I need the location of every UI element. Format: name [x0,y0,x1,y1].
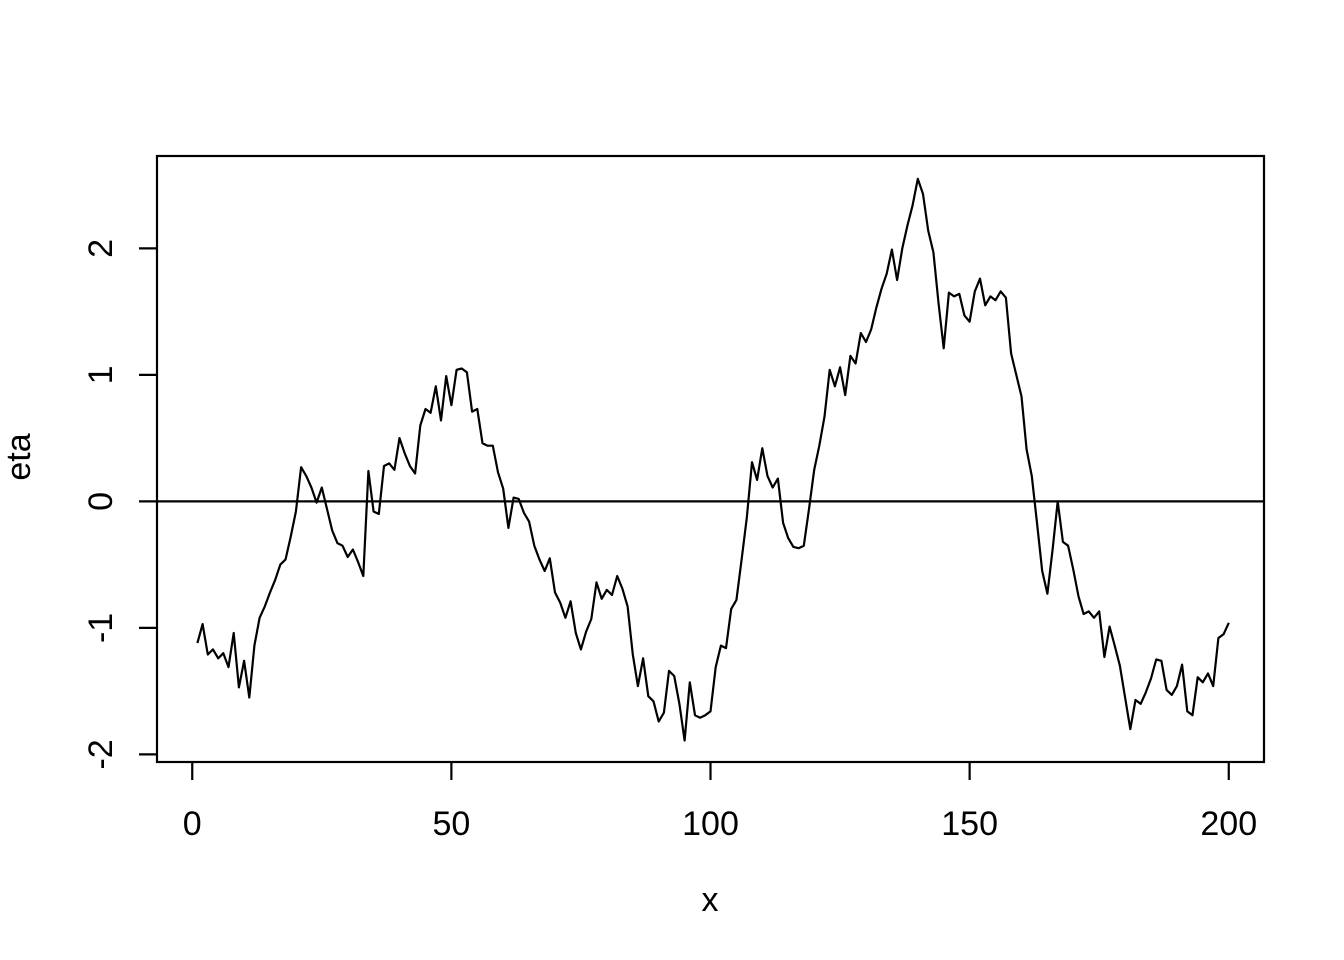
y-axis: -2 -1 0 1 2 [82,239,157,770]
y-tick-label: 0 [82,492,120,511]
x-tick-label: 150 [941,805,998,843]
y-tick-label: 2 [82,239,120,258]
y-axis-label: eta [0,433,38,480]
y-tick-label: 1 [82,365,120,384]
x-tick-label: 50 [432,805,470,843]
y-tick-label: -2 [82,739,120,769]
x-tick-label: 100 [682,805,739,843]
x-tick-label: 0 [183,805,202,843]
eta-series-line [196,177,1230,742]
y-tick-label: -1 [82,613,120,643]
plot-box [155,154,1266,764]
x-axis: 0 50 100 150 200 [183,762,1257,843]
x-tick-label: 200 [1200,805,1257,843]
plot-box-rect [155,154,1266,764]
x-axis-label: x [702,881,719,919]
series-path [196,177,1230,742]
